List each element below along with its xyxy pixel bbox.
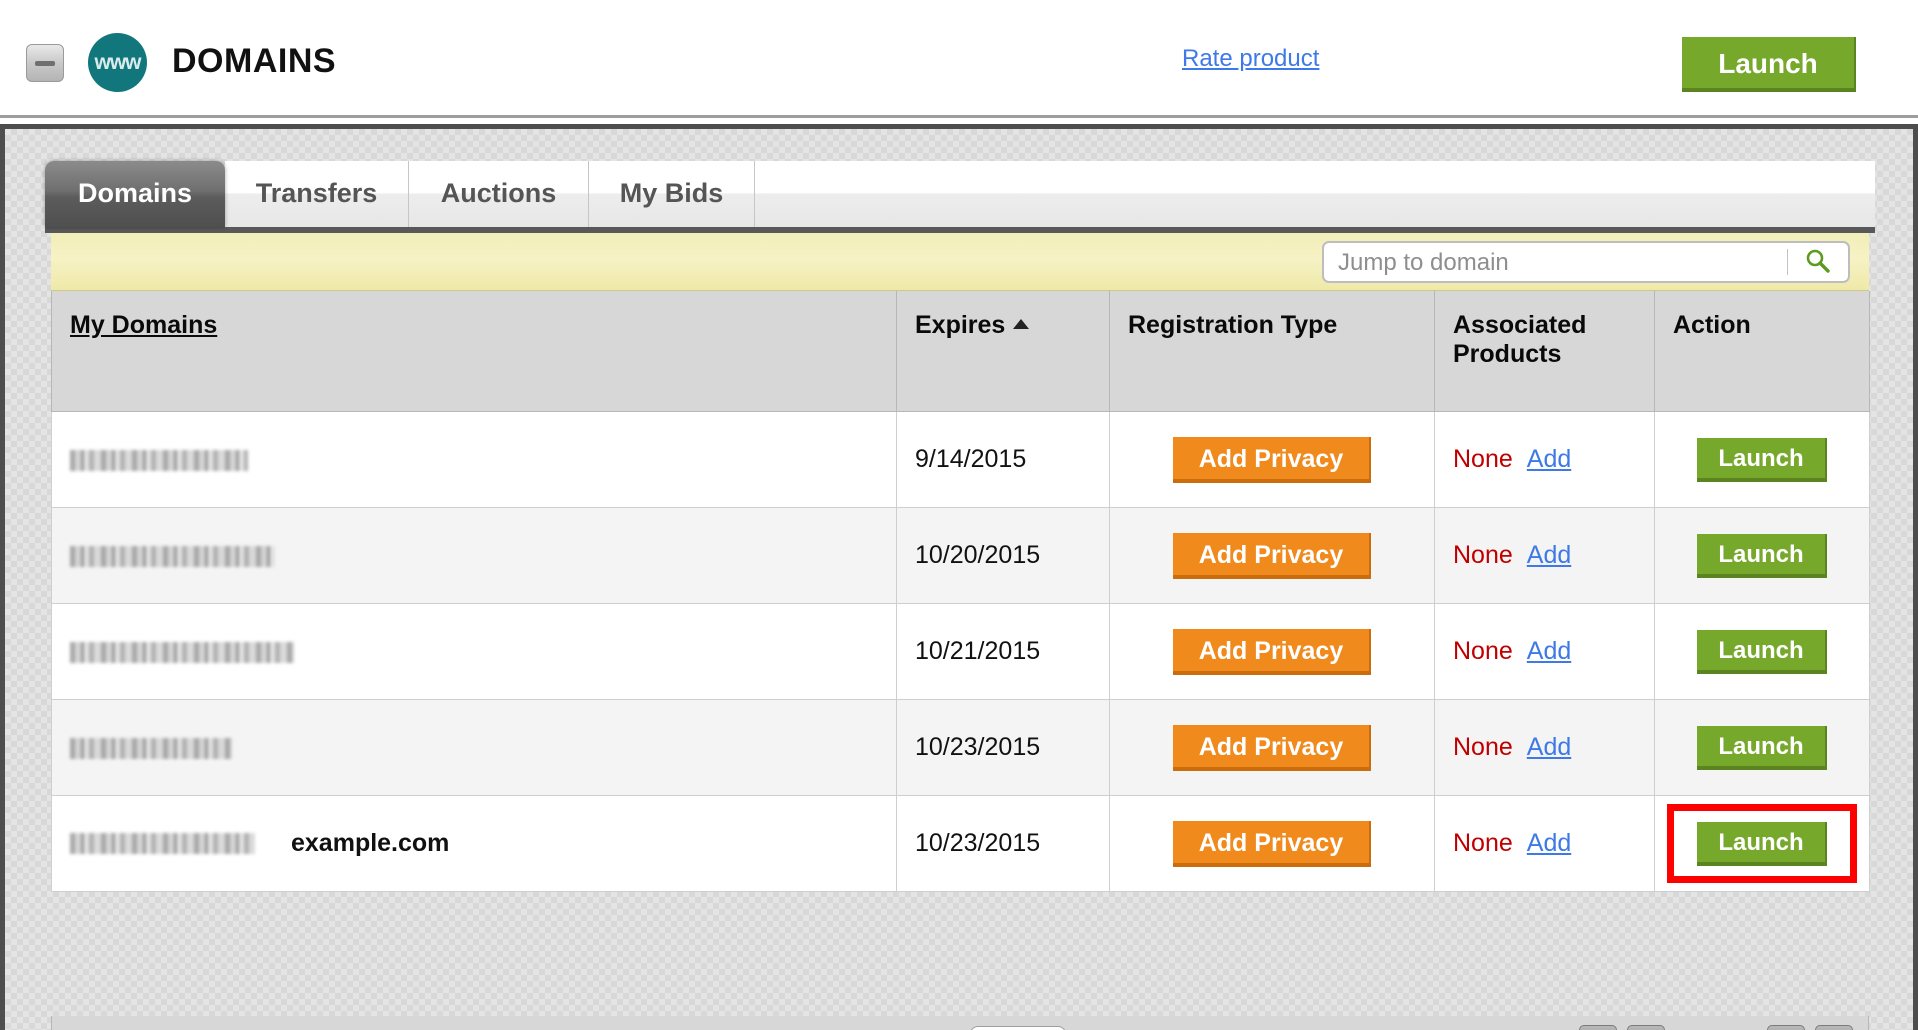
pagination-controls: |< < 1 of 1 > >| <box>1576 1025 1857 1030</box>
redacted-domain-name <box>70 641 294 663</box>
column-header-expires[interactable]: Expires <box>896 291 1110 412</box>
redacted-domain-name <box>70 449 248 471</box>
cell-action: Launch <box>1654 699 1870 796</box>
sort-link-my-domains[interactable]: My Domains <box>70 311 218 339</box>
tab-transfers[interactable]: Transfers <box>225 161 409 227</box>
associated-products-add-link[interactable]: Add <box>1526 829 1572 857</box>
table-footer: Displaying 1-5 of 5 domains Results per … <box>51 1016 1869 1030</box>
rate-product-link[interactable]: Rate product <box>1182 45 1320 72</box>
cell-domain-name <box>51 507 897 604</box>
cell-registration-type: Add Privacy <box>1109 699 1435 796</box>
tab-strip: Domains Transfers Auctions My Bids <box>45 161 1875 227</box>
cell-associated-products: None Add <box>1434 699 1655 796</box>
add-privacy-button[interactable]: Add Privacy <box>1173 724 1371 771</box>
column-header-registration-type: Registration Type <box>1109 291 1435 412</box>
search-divider <box>1787 249 1788 275</box>
add-privacy-button[interactable]: Add Privacy <box>1173 820 1371 867</box>
table-row: 10/21/2015 Add Privacy None Add Launch <box>51 603 1870 700</box>
column-header-my-domains[interactable]: My Domains <box>51 291 897 412</box>
cell-domain-name <box>51 603 897 700</box>
sort-ascending-icon <box>1013 319 1030 329</box>
associated-products-none: None <box>1453 637 1513 665</box>
table-row: example.com 10/23/2015 Add Privacy None Add L… <box>51 795 1870 892</box>
cell-associated-products: None Add <box>1434 795 1655 892</box>
cell-domain-name <box>51 699 897 796</box>
cell-expires-date: 10/23/2015 <box>896 699 1110 796</box>
minus-icon <box>35 61 55 66</box>
tab-underline <box>45 227 1875 233</box>
cell-registration-type: Add Privacy <box>1109 603 1435 700</box>
domains-panel: Domains Transfers Auctions My Bids <box>0 124 1918 1030</box>
associated-products-add-link[interactable]: Add <box>1526 637 1572 665</box>
cell-registration-type: Add Privacy <box>1109 411 1435 508</box>
associated-products-none: None <box>1453 829 1513 857</box>
cell-associated-products: None Add <box>1434 507 1655 604</box>
tab-strip-filler <box>755 161 1875 227</box>
page-title: DOMAINS <box>172 42 337 80</box>
domains-logo-icon: www <box>88 33 147 92</box>
cell-expires-date: 10/23/2015 <box>896 795 1110 892</box>
tab-auctions[interactable]: Auctions <box>409 161 589 227</box>
tab-domains[interactable]: Domains <box>45 161 225 227</box>
associated-products-add-link[interactable]: Add <box>1526 445 1572 473</box>
associated-products-none: None <box>1453 541 1513 569</box>
table-row: 10/20/2015 Add Privacy None Add Launch <box>51 507 1870 604</box>
domains-table: My Domains Expires Registration Type Ass… <box>51 291 1870 892</box>
launch-button[interactable]: Launch <box>1697 821 1827 866</box>
add-privacy-button[interactable]: Add Privacy <box>1173 628 1371 675</box>
add-privacy-button[interactable]: Add Privacy <box>1173 532 1371 579</box>
launch-button[interactable]: Launch <box>1697 725 1827 770</box>
launch-button[interactable]: Launch <box>1697 533 1827 578</box>
cell-domain-name <box>51 411 897 508</box>
pager-prev-button[interactable]: < <box>1626 1025 1665 1030</box>
table-body: 9/14/2015 Add Privacy None Add Launch 10/20/2… <box>51 411 1870 892</box>
redacted-domain-name <box>70 545 275 567</box>
cell-associated-products: None Add <box>1434 603 1655 700</box>
cell-action: Launch <box>1654 507 1870 604</box>
pager-last-button[interactable]: >| <box>1815 1025 1853 1030</box>
search-input[interactable] <box>1336 243 1780 283</box>
cell-expires-date: 9/14/2015 <box>896 411 1110 508</box>
cell-action: Launch <box>1654 411 1870 508</box>
redacted-domain-name <box>70 737 232 759</box>
column-header-associated-products: Associated Products <box>1434 291 1655 412</box>
cell-action: Launch <box>1654 795 1870 892</box>
add-privacy-button[interactable]: Add Privacy <box>1173 436 1371 483</box>
cell-registration-type: Add Privacy <box>1109 795 1435 892</box>
domain-name-label: example.com <box>291 829 450 858</box>
launch-button[interactable]: Launch <box>1697 629 1827 674</box>
associated-products-none: None <box>1453 445 1513 473</box>
column-header-action: Action <box>1654 291 1870 412</box>
table-row: 9/14/2015 Add Privacy None Add Launch <box>51 411 1870 508</box>
table-header-row: My Domains Expires Registration Type Ass… <box>51 291 1870 412</box>
collapse-panel-button[interactable] <box>26 44 64 82</box>
cell-action: Launch <box>1654 603 1870 700</box>
app-header: www DOMAINS Rate product Launch <box>0 0 1918 118</box>
tab-my-bids[interactable]: My Bids <box>589 161 755 227</box>
search-bar <box>51 233 1869 291</box>
header-launch-button[interactable]: Launch <box>1682 37 1856 92</box>
pager-next-button[interactable]: > <box>1766 1025 1805 1030</box>
cell-associated-products: None Add <box>1434 411 1655 508</box>
redacted-domain-name <box>70 833 255 855</box>
cell-expires-date: 10/21/2015 <box>896 603 1110 700</box>
column-label-expires: Expires <box>915 311 1006 339</box>
results-per-page-select[interactable]: 5 ▲▼ <box>970 1026 1066 1030</box>
search-box[interactable] <box>1322 241 1850 283</box>
associated-products-add-link[interactable]: Add <box>1526 541 1572 569</box>
table-row: 10/23/2015 Add Privacy None Add Launch <box>51 699 1870 796</box>
associated-products-add-link[interactable]: Add <box>1526 733 1572 761</box>
cell-expires-date: 10/20/2015 <box>896 507 1110 604</box>
pager-first-button[interactable]: |< <box>1578 1025 1617 1030</box>
search-icon[interactable] <box>1796 247 1840 277</box>
launch-button[interactable]: Launch <box>1697 437 1827 482</box>
cell-registration-type: Add Privacy <box>1109 507 1435 604</box>
associated-products-none: None <box>1453 733 1513 761</box>
cell-domain-name: example.com <box>51 795 897 892</box>
